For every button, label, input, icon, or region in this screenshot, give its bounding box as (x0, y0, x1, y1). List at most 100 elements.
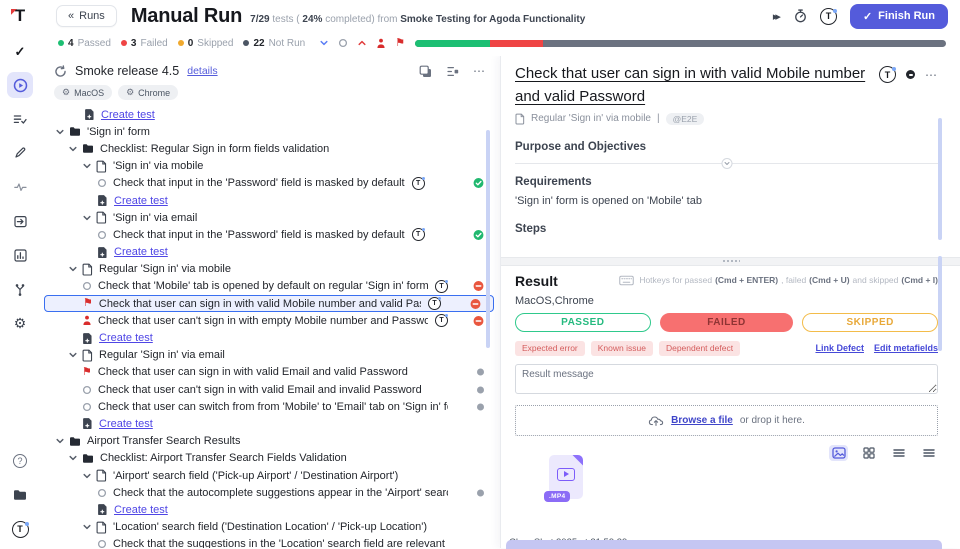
tree-folder-row[interactable]: Checklist: Regular Sign in form fields v… (40, 140, 500, 157)
caret-up-filter-icon[interactable] (357, 38, 367, 48)
test-row[interactable]: Check that 'Mobile' tab is opened by def… (40, 278, 500, 295)
tree-case-group-row[interactable]: Regular 'Sign in' via mobile (40, 261, 500, 278)
chevron-down-icon[interactable] (68, 350, 78, 360)
grid-view-icon[interactable] (859, 445, 878, 461)
detail-scrollbar-thumb[interactable] (938, 118, 942, 240)
collapse-knob-icon[interactable] (721, 157, 732, 169)
test-row[interactable]: Check that user can switch from from 'Mo… (40, 398, 500, 415)
suite-name[interactable]: Regular 'Sign in' via mobile (531, 113, 651, 124)
chevron-down-icon[interactable] (82, 161, 92, 171)
export-icon[interactable] (7, 208, 33, 234)
status-notrun-icon (477, 403, 484, 411)
branch-icon[interactable] (7, 276, 33, 302)
user-avatar[interactable]: T (7, 516, 33, 542)
tree-folder-row[interactable]: Checklist: Airport Transfer Search Field… (40, 450, 500, 467)
browse-file-link[interactable]: Browse a file (671, 414, 733, 426)
file-dropzone[interactable]: Browse a file or drop it here. (515, 404, 938, 436)
chevron-down-icon[interactable] (82, 522, 92, 532)
test-title-link[interactable]: Check that user can sign in with valid M… (515, 65, 866, 106)
assignee-filter-person-icon[interactable] (376, 38, 386, 49)
create-test-row[interactable]: Create test (40, 106, 500, 123)
tree-folder-row[interactable]: 'Sign in' form (40, 123, 500, 140)
tree-scrollbar-thumb[interactable] (486, 130, 490, 348)
test-row[interactable]: Check that input in the 'Password' field… (40, 226, 500, 243)
tree-settings-icon[interactable] (446, 65, 459, 78)
test-row[interactable]: Check that user can't sign in with valid… (40, 381, 500, 398)
assignee-avatar[interactable]: T (879, 66, 896, 83)
list-check-icon[interactable] (7, 106, 33, 132)
fast-forward-icon[interactable]: ▸▸ (772, 10, 781, 23)
dense-list-view-icon[interactable] (919, 445, 938, 461)
expected-error-pill[interactable]: Expected error (515, 340, 585, 356)
skipped-button[interactable]: SKIPPED (802, 312, 939, 332)
tree-more-menu[interactable]: ⋯ (473, 64, 486, 78)
chevron-down-icon[interactable] (82, 471, 92, 481)
edit-metafields-link[interactable]: Edit metafields (873, 343, 938, 353)
flag-filter-icon[interactable]: ⚑ (395, 36, 406, 49)
report-icon[interactable] (7, 242, 33, 268)
tree-case-group-row[interactable]: 'Sign in' via email (40, 209, 500, 226)
dependent-defect-pill[interactable]: Dependent defect (658, 340, 741, 356)
passed-count: 4 Passed (58, 38, 111, 49)
back-to-runs-button[interactable]: «Runs (56, 5, 117, 27)
activity-icon[interactable] (7, 174, 33, 200)
result-message-input[interactable] (515, 363, 938, 394)
panel-splitter-handle[interactable] (501, 256, 960, 266)
list-view-icon[interactable] (889, 445, 908, 461)
document-icon (515, 113, 525, 125)
create-test-row[interactable]: Create test (40, 244, 500, 261)
test-row[interactable]: Check that the suggestions in the 'Locat… (40, 536, 500, 548)
help-icon[interactable]: ? (7, 448, 33, 474)
collapse-filter-chevron-icon[interactable] (319, 38, 329, 48)
test-row[interactable]: ⚑ Check that user can sign in with valid … (40, 364, 500, 381)
pen-icon[interactable] (7, 140, 33, 166)
app-logo[interactable]: T (10, 6, 25, 30)
play-circle-icon[interactable] (7, 72, 33, 98)
attachment-mp4-file[interactable]: .MP4 (544, 454, 583, 502)
notrun-filter-circle-icon[interactable] (338, 38, 348, 48)
chevron-down-icon[interactable] (55, 127, 65, 137)
failed-button[interactable]: FAILED (659, 312, 794, 332)
person-icon (82, 315, 92, 326)
chevron-down-icon[interactable] (68, 264, 78, 274)
create-test-row[interactable]: Create test (40, 415, 500, 432)
config-tag-chrome[interactable]: ⚙ Chrome (118, 85, 179, 100)
projects-folder-icon[interactable] (7, 482, 33, 508)
create-test-row[interactable]: Create test (40, 329, 500, 346)
chevron-down-icon[interactable] (68, 453, 78, 463)
chevron-down-icon[interactable] (82, 213, 92, 223)
finish-run-button[interactable]: ✓ Finish Run (849, 3, 948, 29)
result-section: Result Hotkeys for passed (Cmd + ENTER) … (501, 266, 960, 549)
timer-icon[interactable] (794, 9, 807, 23)
details-link[interactable]: details (187, 65, 218, 77)
test-row[interactable]: Check that input in the 'Password' field… (40, 175, 500, 192)
chevron-down-icon[interactable] (68, 144, 78, 154)
detail-more-menu[interactable]: ⋯ (925, 67, 938, 82)
rerun-icon[interactable] (54, 65, 67, 78)
test-row-selected[interactable]: ⚑ Check that user can sign in with valid … (44, 295, 494, 313)
video-preview-bar[interactable] (506, 539, 942, 549)
result-scrollbar-thumb[interactable] (938, 256, 942, 351)
create-test-row[interactable]: Create test (40, 192, 500, 209)
image-view-icon[interactable] (829, 444, 848, 461)
tree-folder-row[interactable]: Airport Transfer Search Results (40, 433, 500, 450)
settings-gear-icon[interactable]: ⚙ (13, 315, 27, 331)
known-issue-pill[interactable]: Known issue (590, 340, 653, 356)
user-avatar-header[interactable]: T (819, 7, 837, 25)
create-test-row[interactable]: Create test (40, 501, 500, 518)
tree-case-group-row[interactable]: 'Airport' search field ('Pick-up Airport… (40, 467, 500, 484)
tag-badge[interactable]: @E2E (665, 112, 705, 125)
tree-case-group-row[interactable]: 'Location' search field ('Destination Lo… (40, 519, 500, 536)
test-row[interactable]: Check that user can't sign in with empty… (40, 312, 500, 329)
tree-case-group-row[interactable]: 'Sign in' via mobile (40, 158, 500, 175)
clone-icon[interactable] (419, 65, 432, 78)
config-tag-macos[interactable]: ⚙ MacOS (54, 85, 113, 100)
link-defect-link[interactable]: Link Defect (815, 343, 864, 353)
history-dot-icon[interactable] (906, 70, 915, 79)
check-icon[interactable]: ✓ (14, 43, 26, 59)
passed-button[interactable]: PASSED (515, 312, 651, 332)
chevron-down-icon[interactable] (55, 436, 65, 446)
notrun-circle-icon (82, 402, 92, 412)
tree-case-group-row[interactable]: Regular 'Sign in' via email (40, 347, 500, 364)
test-row[interactable]: Check that the autocomplete suggestions … (40, 484, 500, 501)
